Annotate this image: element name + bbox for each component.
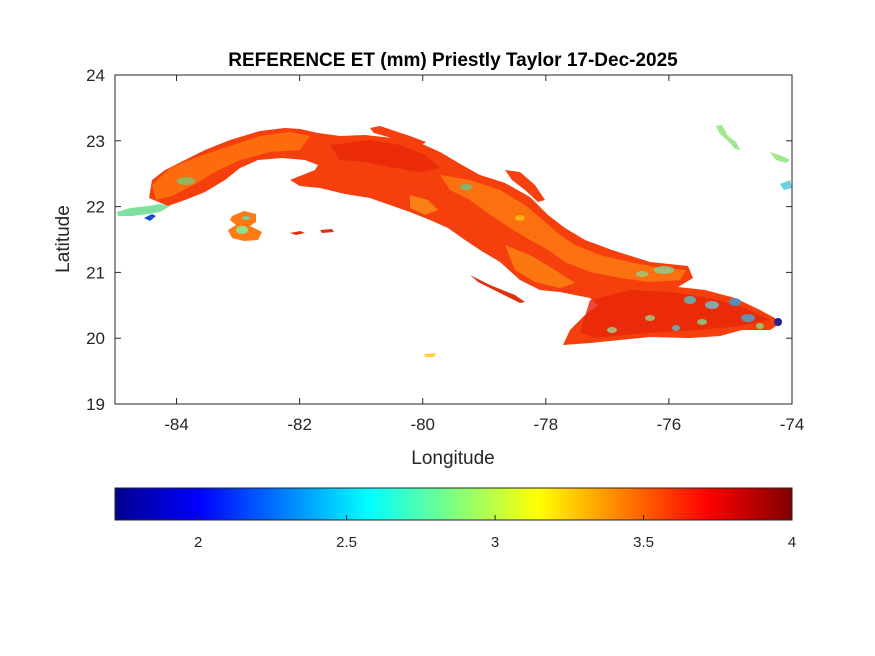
cays-south [470,275,525,303]
x-tick-label: -84 [164,415,189,434]
y-tick-label: 22 [86,198,105,217]
y-tick-label: 23 [86,132,105,151]
map-title: REFERENCE ET (mm) Priestly Taylor 17-Dec… [228,50,678,71]
colorbar-tick-label: 4 [788,534,796,551]
x-tick-label: -80 [410,415,435,434]
islet-bahamas-1 [716,125,740,150]
x-tick-label: -76 [657,415,682,434]
cays-south-west [290,229,334,235]
colorbar [114,487,793,521]
colorbar-tick-label: 2.5 [336,534,357,551]
y-tick-label: 20 [86,329,105,348]
et-raster [117,125,792,357]
x-axis-label: Longitude [411,448,494,469]
y-tick-label: 19 [86,395,105,414]
colorbar-tick-label: 2 [194,534,202,551]
isla-juventud [228,211,262,241]
et-spot [242,216,250,220]
islet-south [424,353,436,357]
cays-north-east [505,170,545,202]
y-tick-label: 21 [86,263,105,282]
map-axes-frame [114,74,793,405]
et-spot [236,226,248,234]
x-tick-label: -82 [287,415,312,434]
et-spot-west-blue [144,214,156,221]
x-tick-label: -78 [534,415,559,434]
x-tick-label: -74 [780,415,805,434]
y-axis-label: Latitude [53,205,74,273]
et-grain [149,128,782,345]
islet-bahamas-2 [770,152,790,163]
cays-north [370,126,426,146]
x-axis-ticks: -84 -82 -80 -78 -76 -74 [164,75,804,434]
colorbar-tick-label: 3.5 [633,534,654,551]
cuba-west-tip [117,204,170,216]
y-tick-label: 24 [86,66,105,85]
map-axes [115,75,792,404]
islet-bahamas-3 [780,180,792,190]
colorbar-ticks: 2 2.5 3 3.5 4 [194,515,796,551]
y-axis-ticks: 19 20 21 22 23 24 [86,66,792,414]
colorbar-tick-label: 3 [491,534,499,551]
